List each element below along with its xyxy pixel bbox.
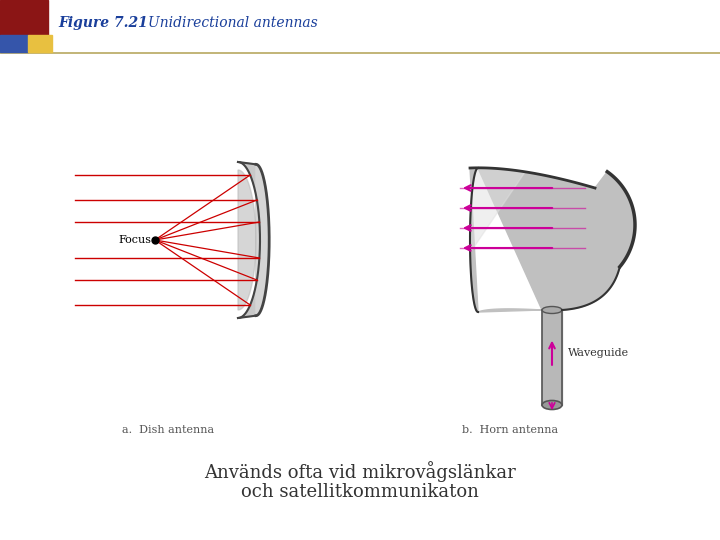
- Text: Unidirectional antennas: Unidirectional antennas: [148, 16, 318, 30]
- Polygon shape: [256, 164, 269, 316]
- Text: Används ofta vid mikrovågslänkar: Används ofta vid mikrovågslänkar: [204, 462, 516, 482]
- Polygon shape: [238, 162, 260, 318]
- Text: och satellitkommunikaton: och satellitkommunikaton: [241, 483, 479, 501]
- Bar: [542, 310, 562, 405]
- Ellipse shape: [542, 307, 562, 314]
- Text: Focus: Focus: [118, 235, 151, 245]
- Polygon shape: [470, 168, 635, 312]
- Text: a.  Dish antenna: a. Dish antenna: [122, 425, 214, 435]
- Bar: [0, 35, 28, 52]
- Text: Waveguide: Waveguide: [568, 348, 629, 357]
- Text: b.  Horn antenna: b. Horn antenna: [462, 425, 558, 435]
- Bar: [28, 35, 52, 52]
- Ellipse shape: [542, 401, 562, 409]
- Bar: [0, 0, 48, 35]
- Polygon shape: [470, 168, 525, 253]
- Polygon shape: [238, 170, 256, 310]
- Text: Figure 7.21: Figure 7.21: [58, 16, 148, 30]
